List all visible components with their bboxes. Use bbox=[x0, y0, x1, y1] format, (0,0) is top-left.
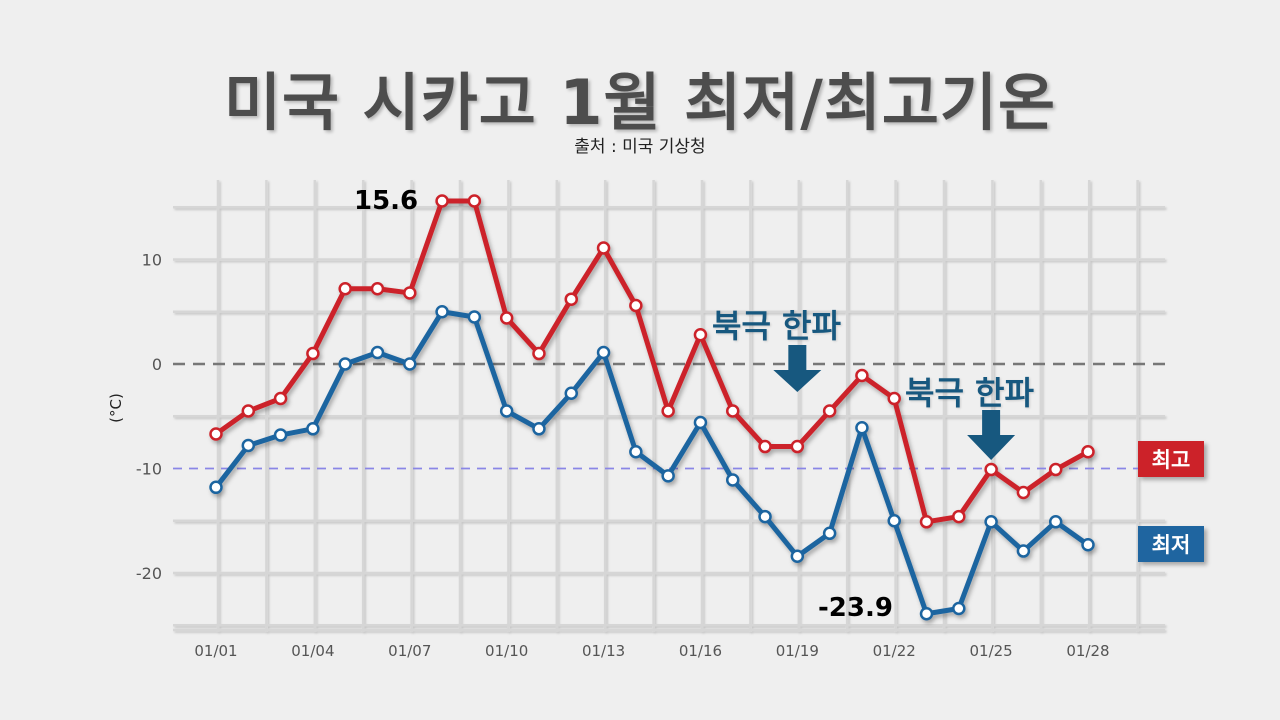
data-point bbox=[403, 357, 417, 371]
y-tick-label: -10 bbox=[136, 460, 162, 479]
data-point bbox=[370, 345, 385, 360]
data-point bbox=[306, 346, 320, 361]
data-point bbox=[661, 404, 675, 418]
data-point bbox=[952, 601, 966, 616]
data-point bbox=[693, 415, 708, 430]
data-point bbox=[725, 473, 740, 487]
data-point bbox=[596, 345, 611, 360]
cold-wave-annotation-2: 북극 한파 bbox=[905, 374, 1034, 412]
data-point bbox=[1081, 538, 1095, 552]
data-point bbox=[758, 509, 772, 524]
data-point bbox=[1016, 544, 1031, 558]
x-tick-label: 01/28 bbox=[1066, 642, 1109, 660]
data-point bbox=[661, 469, 675, 483]
data-point bbox=[403, 286, 417, 300]
data-point bbox=[306, 422, 320, 436]
data-series bbox=[209, 194, 1095, 621]
series-line bbox=[214, 309, 1090, 617]
y-tick-label: 10 bbox=[142, 251, 162, 270]
data-point bbox=[273, 391, 288, 406]
data-point bbox=[209, 480, 223, 495]
data-point bbox=[499, 311, 514, 325]
legend-high-label: 최고 bbox=[1151, 448, 1191, 472]
data-point bbox=[273, 428, 288, 442]
y-axis-ticks: 10 0 -10 -20 bbox=[136, 251, 162, 584]
data-point bbox=[241, 438, 256, 453]
data-point bbox=[952, 509, 966, 524]
data-point bbox=[1081, 445, 1095, 459]
data-point bbox=[984, 462, 998, 477]
data-point bbox=[467, 310, 482, 324]
data-point bbox=[919, 607, 934, 621]
reference-lines bbox=[173, 362, 1165, 470]
min-value-label: -23.9 bbox=[818, 593, 893, 623]
down-arrow-icon bbox=[773, 345, 822, 392]
data-point bbox=[822, 404, 837, 418]
x-tick-label: 01/13 bbox=[582, 642, 625, 660]
x-tick-label: 01/01 bbox=[194, 642, 237, 660]
y-axis-label: (°C) bbox=[107, 393, 125, 423]
data-point bbox=[1048, 515, 1063, 529]
series-high bbox=[209, 194, 1095, 529]
data-point bbox=[790, 549, 805, 564]
data-point bbox=[338, 357, 352, 371]
data-point bbox=[887, 514, 901, 528]
x-tick-label: 01/22 bbox=[873, 642, 916, 660]
chart-source: 출처 : 미국 기상청 bbox=[574, 137, 706, 157]
down-arrow-icon bbox=[967, 410, 1016, 460]
legend-high: 최고 bbox=[1138, 441, 1204, 477]
x-tick-label: 01/25 bbox=[969, 642, 1012, 660]
x-tick-label: 01/04 bbox=[291, 642, 334, 660]
data-point bbox=[1048, 462, 1063, 477]
data-point bbox=[919, 515, 934, 529]
data-point bbox=[209, 427, 223, 441]
data-point bbox=[338, 282, 352, 296]
data-point bbox=[693, 327, 708, 342]
data-point bbox=[790, 439, 805, 454]
data-point bbox=[984, 515, 998, 529]
data-point bbox=[241, 404, 256, 418]
legend-low: 최저 bbox=[1138, 526, 1204, 562]
data-point bbox=[855, 368, 869, 383]
data-point bbox=[467, 194, 482, 208]
chart-title: 미국 시카고 1월 최저/최고기온 bbox=[223, 66, 1057, 139]
data-point bbox=[564, 386, 579, 401]
data-point bbox=[596, 241, 611, 255]
data-point bbox=[725, 404, 740, 418]
y-tick-label: 0 bbox=[152, 355, 162, 374]
x-tick-label: 01/07 bbox=[388, 642, 431, 660]
data-point bbox=[887, 391, 901, 406]
y-tick-label: -20 bbox=[136, 564, 162, 583]
x-tick-label: 01/10 bbox=[485, 642, 528, 660]
legend-low-label: 최저 bbox=[1151, 533, 1191, 557]
data-point bbox=[435, 305, 449, 319]
data-point bbox=[629, 298, 643, 313]
annotation-arrows bbox=[773, 345, 1016, 460]
x-axis-ticks: 01/01 01/04 01/07 01/10 01/13 01/16 01/19 01/22… bbox=[194, 642, 1109, 660]
data-point bbox=[855, 420, 869, 435]
series-low bbox=[209, 305, 1095, 621]
series-line bbox=[214, 198, 1090, 525]
data-point bbox=[370, 282, 385, 296]
data-point bbox=[629, 445, 643, 459]
x-tick-label: 01/19 bbox=[776, 642, 819, 660]
data-point bbox=[758, 439, 772, 454]
data-point bbox=[499, 404, 514, 418]
data-point bbox=[532, 346, 546, 361]
data-point bbox=[564, 292, 579, 306]
cold-wave-annotation-1: 북극 한파 bbox=[712, 307, 841, 345]
data-point bbox=[1016, 485, 1031, 500]
data-point bbox=[532, 422, 546, 436]
x-tick-label: 01/16 bbox=[679, 642, 722, 660]
data-point bbox=[435, 194, 449, 208]
data-point bbox=[822, 526, 837, 541]
max-value-label: 15.6 bbox=[354, 186, 419, 216]
